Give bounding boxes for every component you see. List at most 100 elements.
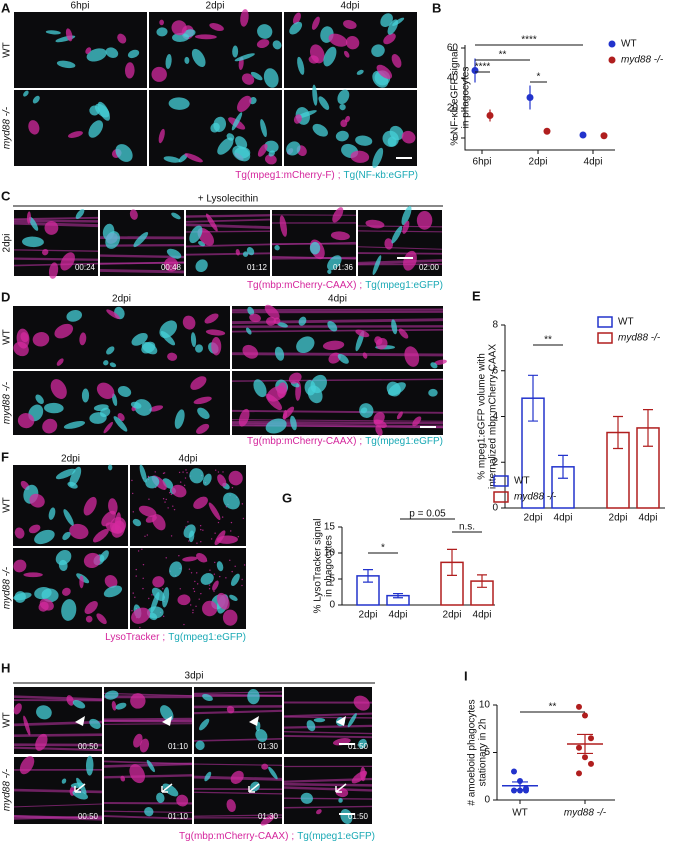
significance-label: ** <box>549 702 557 713</box>
timestamp: 00:50 <box>78 812 99 821</box>
micrograph-speckle <box>202 529 204 531</box>
micrograph-cell <box>328 352 341 364</box>
micrograph-cell <box>396 411 403 420</box>
micrograph-speckle <box>213 573 216 575</box>
micrograph-cell <box>339 104 346 111</box>
micrograph-cell <box>13 703 22 715</box>
micrograph-cell <box>89 412 107 424</box>
micrograph-fiber <box>231 409 444 414</box>
micrograph-cell <box>360 766 366 782</box>
micrograph-cell <box>171 212 181 220</box>
micrograph-cell <box>327 255 342 271</box>
x-tick-label: 4dpi <box>473 610 492 621</box>
caption: Tg(mbp:mCherry-CAAX); Tg(mpeg1:eGFP) <box>247 280 443 291</box>
micrograph-cell <box>111 701 117 711</box>
micrograph-cell <box>168 97 190 110</box>
micrograph-cell <box>266 385 286 402</box>
micrograph-speckle <box>148 498 150 500</box>
micrograph-fiber <box>185 243 271 248</box>
micrograph-speckle <box>178 555 180 557</box>
row-label: myd88 -/- <box>2 566 13 609</box>
micrograph-cell <box>103 360 109 366</box>
micrograph-cell <box>189 225 203 244</box>
micrograph-cell <box>56 60 76 69</box>
micrograph-speckle <box>139 626 141 629</box>
y-tick-label: 2 <box>492 457 498 468</box>
point <box>511 768 517 775</box>
micrograph-speckle <box>132 511 134 513</box>
micrograph-cell <box>316 809 322 815</box>
point <box>582 712 588 719</box>
micrograph-speckle <box>208 584 211 586</box>
point <box>576 770 582 777</box>
micrograph-speckle <box>173 508 176 511</box>
micrograph-fiber <box>231 378 444 382</box>
micrograph-cell <box>374 336 383 345</box>
micrograph-speckle <box>213 590 215 592</box>
micrograph-cell <box>66 310 83 322</box>
micrograph-speckle <box>162 472 165 475</box>
micrograph-cell <box>189 468 204 484</box>
micrograph-cell <box>178 153 188 163</box>
panel-label: B <box>432 0 441 15</box>
micrograph-cell <box>217 137 234 155</box>
micrograph-fiber <box>13 216 99 221</box>
micrograph-cell <box>238 408 250 427</box>
micrograph-cell <box>195 259 208 273</box>
micrograph-speckle <box>214 532 216 534</box>
row-label: WT <box>2 329 13 345</box>
micrograph-cell <box>115 702 127 710</box>
micrograph-speckle <box>170 535 173 537</box>
error-bar <box>393 592 403 599</box>
micrograph-cell <box>211 336 222 356</box>
micrograph-cell <box>383 33 396 45</box>
micrograph-cell <box>195 740 205 751</box>
caption-separator: ; <box>162 632 165 643</box>
micrograph-speckle <box>134 596 136 598</box>
micrograph-cell <box>164 257 179 272</box>
micrograph-cell <box>117 385 132 397</box>
micrograph-cell <box>129 764 146 784</box>
micrograph-cell <box>45 30 61 35</box>
micrograph-cell <box>63 420 86 429</box>
legend-swatch <box>493 475 509 487</box>
micrograph-cell <box>309 241 321 255</box>
micrograph-cell <box>309 44 325 64</box>
micrograph-speckle <box>165 498 167 501</box>
micrograph-cell <box>83 496 97 516</box>
micrograph-speckle <box>142 577 144 580</box>
micrograph-cell <box>62 587 71 596</box>
micrograph-cell <box>402 220 410 234</box>
micrograph-cell <box>23 715 31 736</box>
micrograph-speckle <box>195 605 197 608</box>
micrograph-cell <box>89 718 101 729</box>
micrograph-cell <box>312 123 328 137</box>
micrograph-cell <box>343 20 357 30</box>
micrograph-cell <box>245 327 252 335</box>
micrograph-cell <box>88 120 104 138</box>
micrograph-cell <box>20 332 29 343</box>
micrograph-cell <box>145 475 160 489</box>
y-axis-label: stationary in 2h <box>478 719 489 787</box>
micrograph-cell <box>345 36 360 50</box>
micrograph-cell <box>268 766 278 780</box>
micrograph-cell <box>60 252 75 271</box>
micrograph-cell <box>312 84 318 106</box>
y-axis-label: % LysoTracker signal <box>313 519 324 614</box>
micrograph-fiber <box>103 774 193 779</box>
timestamp: 00:24 <box>75 263 96 272</box>
micrograph-cell <box>337 353 349 364</box>
point <box>526 94 534 101</box>
point <box>511 787 517 794</box>
micrograph-fiber <box>185 223 271 229</box>
micrograph-cell <box>289 21 303 35</box>
micrograph-fiber <box>283 731 373 735</box>
timestamp: 01:12 <box>247 263 268 272</box>
caption-left: Tg(mbp:mCherry-CAAX) <box>247 436 356 447</box>
legend-label: myd88 -/- <box>621 55 664 66</box>
micrograph-cell <box>32 332 50 347</box>
panel-label: H <box>1 660 10 675</box>
row-label: myd88 -/- <box>2 381 13 424</box>
micrograph-cell <box>23 90 29 97</box>
